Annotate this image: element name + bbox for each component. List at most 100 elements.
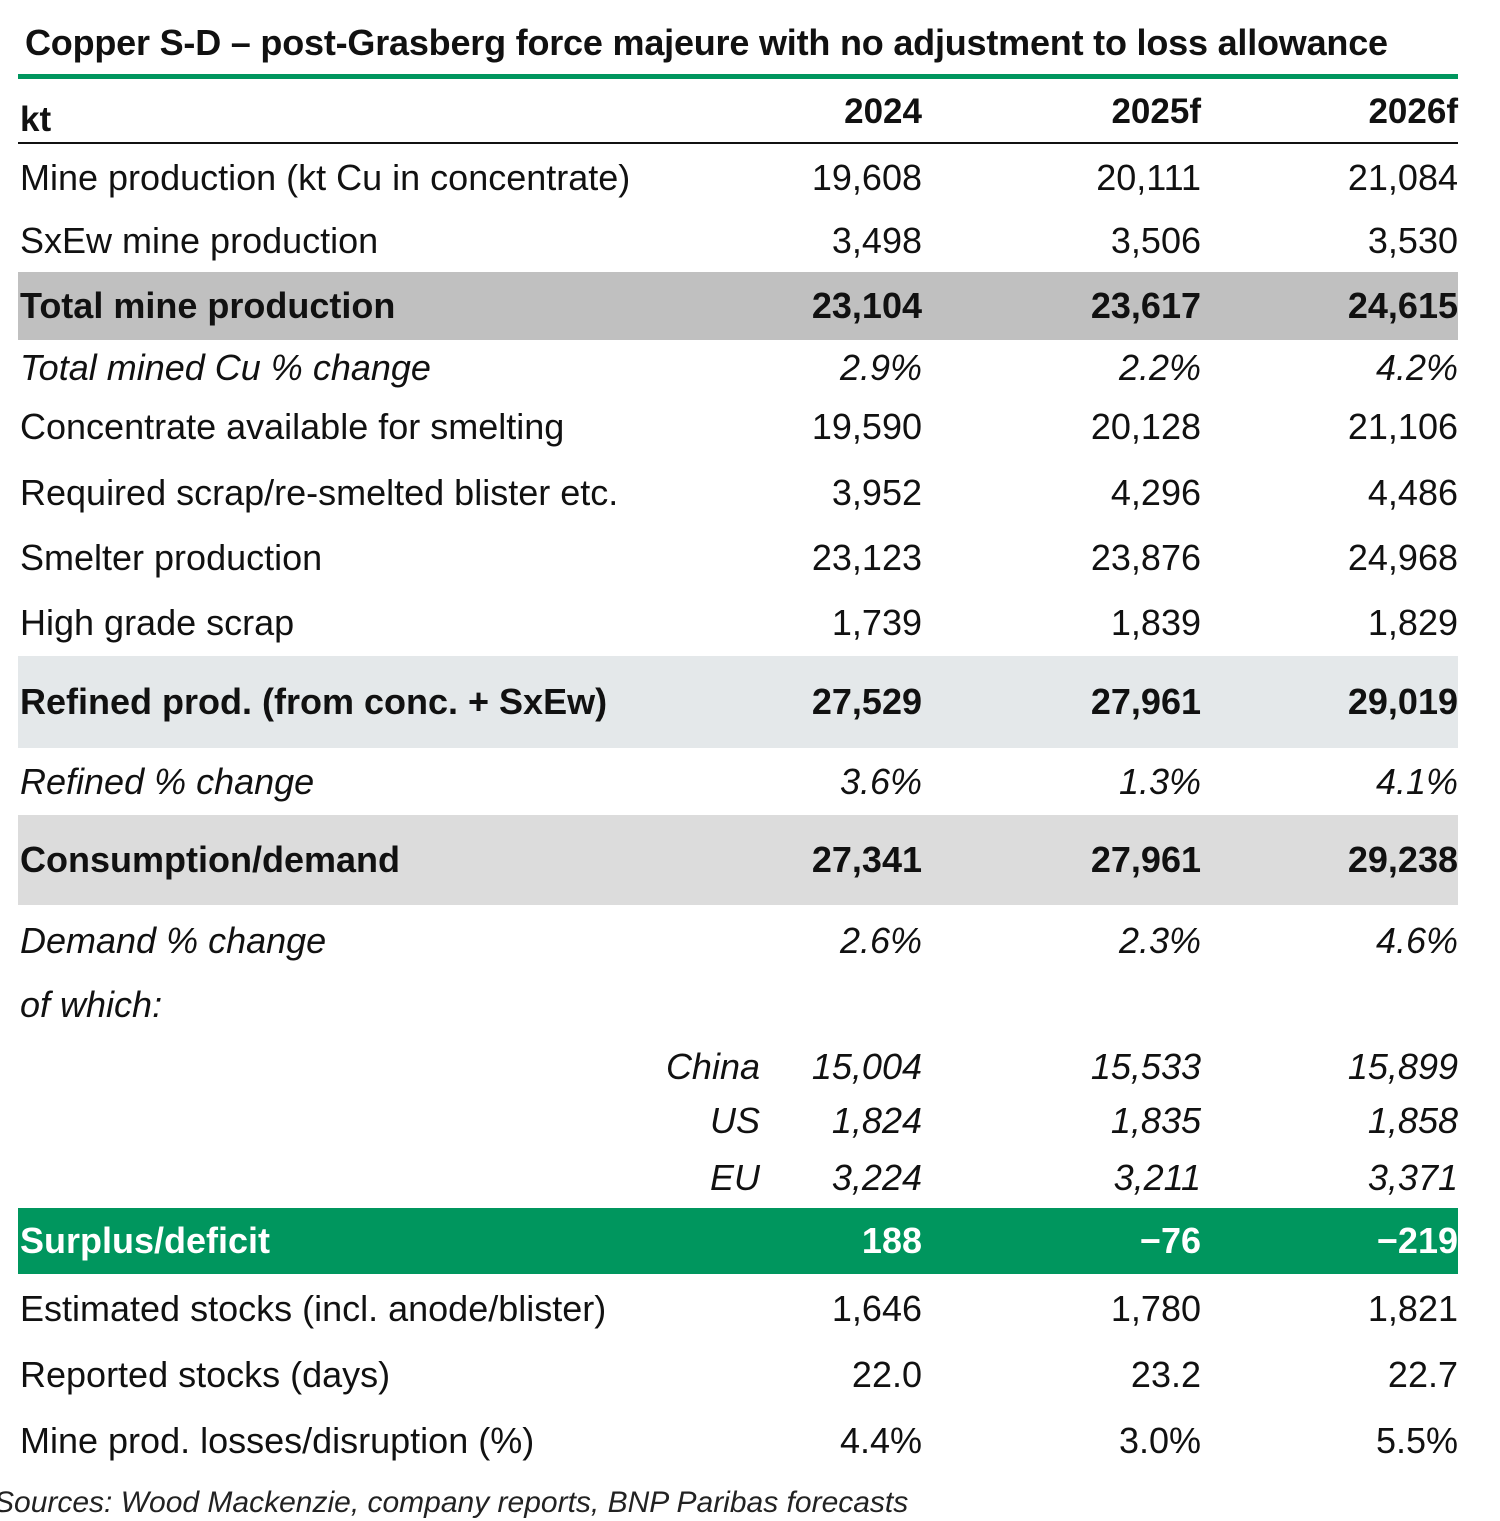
source-note: Sources: Wood Mackenzie, company reports… bbox=[0, 1486, 909, 1519]
row-label: Demand % change bbox=[20, 920, 327, 961]
value-2026f: 22.7 bbox=[1387, 1354, 1458, 1395]
table-title: Copper S-D – post-Grasberg force majeure… bbox=[25, 22, 1388, 63]
value-2024: 23,104 bbox=[811, 285, 922, 326]
value-2024: 2.6% bbox=[839, 920, 922, 961]
value-2024: 3,224 bbox=[831, 1157, 922, 1198]
row-label: Consumption/demand bbox=[20, 839, 400, 880]
year-header-2025f: 2025f bbox=[1111, 92, 1201, 131]
title-divider bbox=[18, 74, 1458, 79]
value-2024: 188 bbox=[861, 1220, 922, 1261]
row-label: Total mined Cu % change bbox=[20, 347, 431, 388]
value-2024: 27,529 bbox=[811, 681, 922, 722]
value-2026f: 24,968 bbox=[1347, 537, 1458, 578]
value-2025f: 3,506 bbox=[1110, 220, 1201, 261]
table-row-mine-production: Mine production (kt Cu in concentrate) 1… bbox=[18, 146, 1458, 210]
value-2026f: 4,486 bbox=[1367, 472, 1458, 513]
table-row-china: China 15,004 15,533 15,899 bbox=[18, 1038, 1458, 1096]
region-label-china: China bbox=[665, 1046, 760, 1087]
table-row-mine-losses: Mine prod. losses/disruption (%) 4.4% 3.… bbox=[18, 1408, 1458, 1474]
value-2026f: 4.1% bbox=[1375, 761, 1458, 802]
row-label: Estimated stocks (incl. anode/blister) bbox=[20, 1288, 607, 1329]
row-label: Mine production (kt Cu in concentrate) bbox=[20, 157, 631, 198]
value-2026f: 24,615 bbox=[1347, 285, 1458, 326]
value-2025f: −76 bbox=[1139, 1220, 1201, 1261]
table-row-of-which: of which: bbox=[18, 974, 1458, 1036]
value-2026f: 1,821 bbox=[1367, 1288, 1458, 1329]
value-2025f: 23.2 bbox=[1130, 1354, 1201, 1395]
table-row-required-scrap: Required scrap/re-smelted blister etc. 3… bbox=[18, 460, 1458, 526]
value-2026f: 15,899 bbox=[1347, 1046, 1458, 1087]
row-label: Refined % change bbox=[20, 761, 315, 802]
value-2025f: 23,876 bbox=[1090, 537, 1201, 578]
row-label: SxEw mine production bbox=[20, 220, 379, 261]
value-2026f: 3,371 bbox=[1367, 1157, 1458, 1198]
row-label: of which: bbox=[20, 984, 163, 1025]
value-2024: 19,608 bbox=[811, 157, 922, 198]
row-label: Concentrate available for smelting bbox=[20, 406, 565, 447]
header-row: kt 2024 2025f 2026f bbox=[18, 82, 1458, 142]
table-row-surplus-deficit: Surplus/deficit 188 −76 −219 bbox=[18, 1208, 1458, 1274]
value-2026f: 5.5% bbox=[1375, 1420, 1458, 1461]
value-2026f: 29,019 bbox=[1347, 681, 1458, 722]
region-label-eu: EU bbox=[709, 1157, 760, 1198]
value-2024: 4.4% bbox=[839, 1420, 922, 1461]
row-label: High grade scrap bbox=[20, 602, 295, 643]
value-2026f: 1,858 bbox=[1367, 1100, 1458, 1141]
table-row-total-mine-production: Total mine production 23,104 23,617 24,6… bbox=[18, 272, 1458, 340]
value-2025f: 23,617 bbox=[1090, 285, 1201, 326]
value-2025f: 2.3% bbox=[1118, 920, 1201, 961]
value-2026f: 4.2% bbox=[1375, 347, 1458, 388]
table-row-sxew-production: SxEw mine production 3,498 3,506 3,530 bbox=[18, 210, 1458, 272]
value-2025f: 1,780 bbox=[1110, 1288, 1201, 1329]
table-row-refined-production: Refined prod. (from conc. + SxEw) 27,529… bbox=[18, 656, 1458, 748]
value-2026f: 1,829 bbox=[1367, 602, 1458, 643]
unit-label: kt bbox=[20, 100, 52, 139]
value-2025f: 1.3% bbox=[1118, 761, 1201, 802]
row-label: Smelter production bbox=[20, 537, 323, 578]
value-2024: 15,004 bbox=[811, 1046, 922, 1087]
row-label: Surplus/deficit bbox=[20, 1220, 271, 1261]
value-2025f: 27,961 bbox=[1090, 839, 1201, 880]
table-row-concentrate-available: Concentrate available for smelting 19,59… bbox=[18, 396, 1458, 458]
value-2026f: 21,106 bbox=[1347, 406, 1458, 447]
year-header-2026f: 2026f bbox=[1368, 92, 1458, 131]
value-2024: 1,824 bbox=[831, 1100, 922, 1141]
value-2024: 22.0 bbox=[851, 1354, 922, 1395]
value-2025f: 20,128 bbox=[1090, 406, 1201, 447]
value-2026f: −219 bbox=[1376, 1220, 1458, 1261]
value-2024: 19,590 bbox=[811, 406, 922, 447]
value-2026f: 4.6% bbox=[1375, 920, 1458, 961]
value-2026f: 29,238 bbox=[1347, 839, 1458, 880]
value-2025f: 20,111 bbox=[1096, 157, 1201, 198]
table-row-eu: EU 3,224 3,211 3,371 bbox=[18, 1150, 1458, 1206]
value-2025f: 27,961 bbox=[1090, 681, 1201, 722]
table-row-demand-change: Demand % change 2.6% 2.3% 4.6% bbox=[18, 908, 1458, 974]
row-label: Reported stocks (days) bbox=[20, 1354, 391, 1395]
value-2025f: 1,839 bbox=[1110, 602, 1201, 643]
value-2025f: 1,835 bbox=[1110, 1100, 1201, 1141]
row-label: Mine prod. losses/disruption (%) bbox=[20, 1420, 535, 1461]
value-2024: 3,498 bbox=[831, 220, 922, 261]
table-row-high-grade-scrap: High grade scrap 1,739 1,839 1,829 bbox=[18, 590, 1458, 656]
value-2025f: 2.2% bbox=[1118, 347, 1201, 388]
value-2024: 3.6% bbox=[839, 761, 922, 802]
table-row-us: US 1,824 1,835 1,858 bbox=[18, 1094, 1458, 1148]
table-row-smelter-production: Smelter production 23,123 23,876 24,968 bbox=[18, 526, 1458, 590]
value-2026f: 3,530 bbox=[1367, 220, 1458, 261]
header-divider bbox=[18, 142, 1458, 144]
value-2025f: 4,296 bbox=[1110, 472, 1201, 513]
table-row-estimated-stocks: Estimated stocks (incl. anode/blister) 1… bbox=[18, 1276, 1458, 1342]
value-2024: 2.9% bbox=[839, 347, 922, 388]
value-2025f: 3.0% bbox=[1118, 1420, 1201, 1461]
value-2025f: 15,533 bbox=[1090, 1046, 1201, 1087]
row-label: Total mine production bbox=[20, 285, 396, 326]
table-row-consumption-demand: Consumption/demand 27,341 27,961 29,238 bbox=[18, 815, 1458, 905]
row-label: Refined prod. (from conc. + SxEw) bbox=[20, 681, 608, 722]
table-row-mined-change: Total mined Cu % change 2.9% 2.2% 4.2% bbox=[18, 340, 1458, 396]
value-2025f: 3,211 bbox=[1113, 1157, 1201, 1198]
value-2024: 23,123 bbox=[811, 537, 922, 578]
value-2024: 27,341 bbox=[811, 839, 922, 880]
value-2026f: 21,084 bbox=[1347, 157, 1458, 198]
value-2024: 1,739 bbox=[831, 602, 922, 643]
table-row-reported-stocks: Reported stocks (days) 22.0 23.2 22.7 bbox=[18, 1342, 1458, 1408]
